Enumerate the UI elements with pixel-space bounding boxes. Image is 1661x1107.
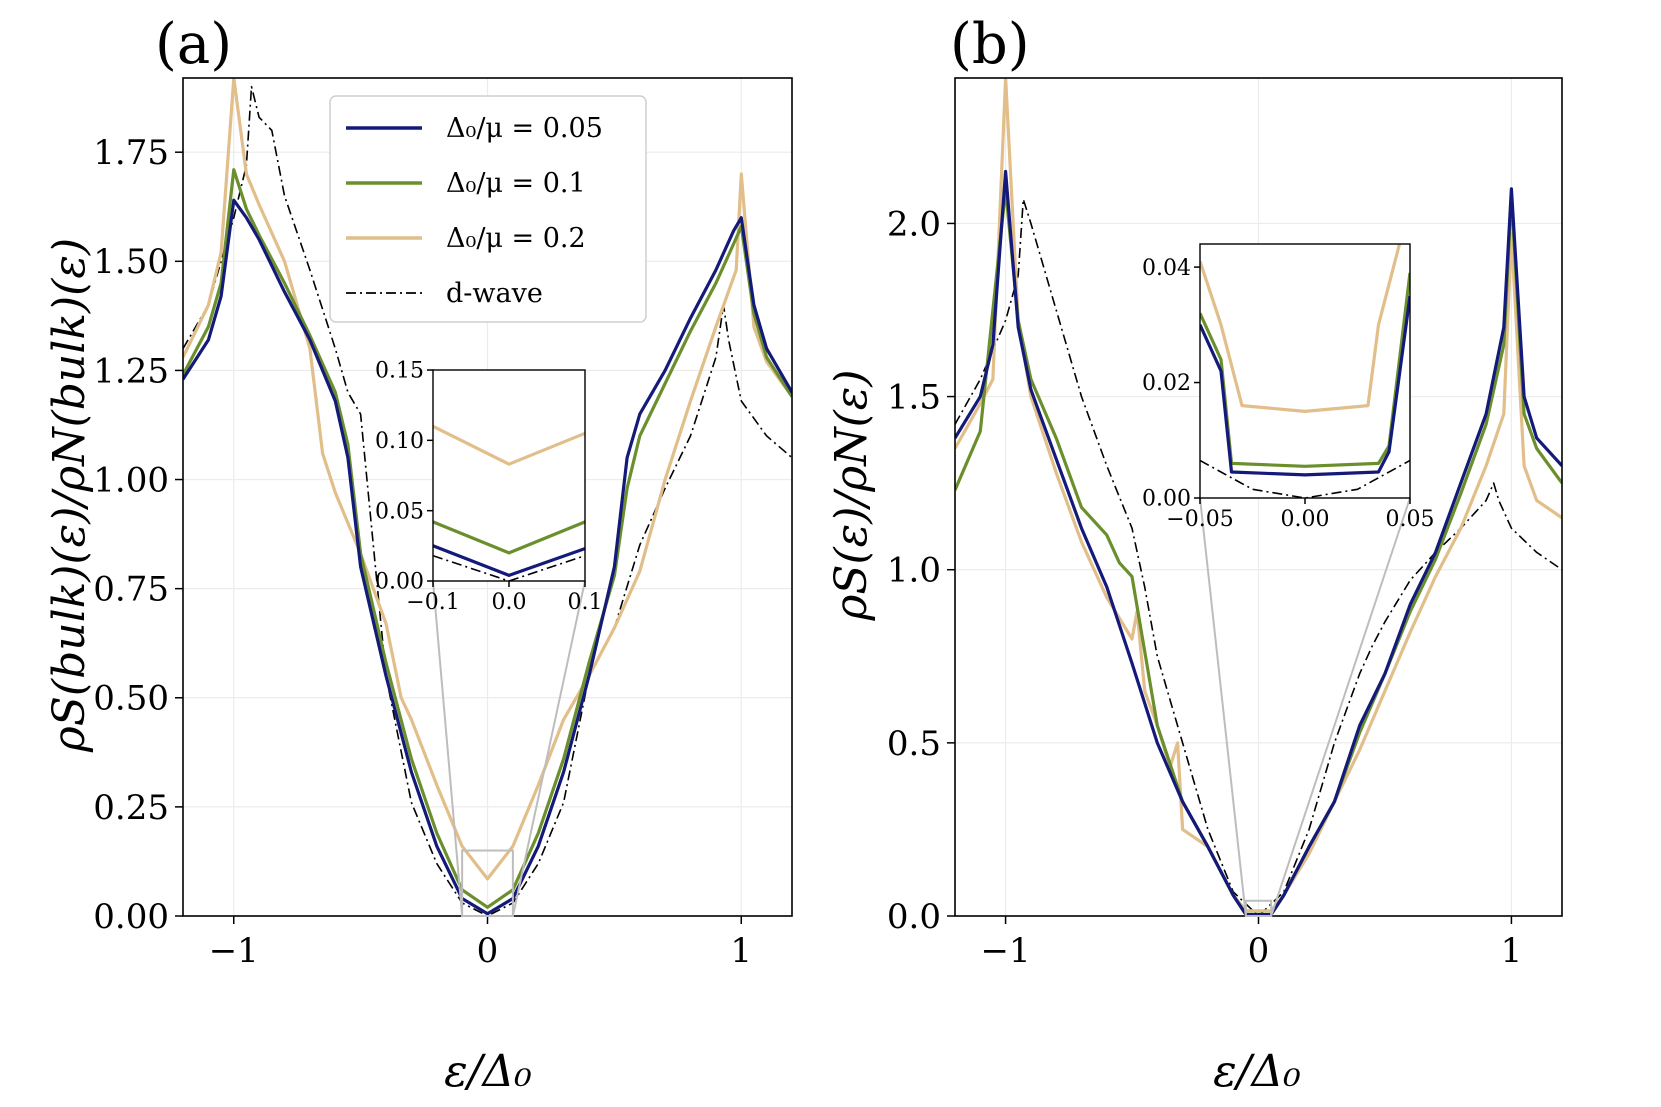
plot-a-ylabel: ρS(bulk)(ε)/ρN(bulk)(ε)	[44, 238, 95, 753]
plot-a-inset: −0.1 0.0 0.1 0.00 0.05 0.10 0.15	[375, 359, 602, 615]
plot-b-xtick-label: 0	[1248, 931, 1270, 971]
panel-b: (b) −1 0 10.00.51.01.52.0−0.05 0.00 0.050.00…	[826, 12, 1563, 1097]
plot-b-inset-xtick-label: 0.05	[1386, 507, 1435, 532]
legend-box	[329, 95, 647, 323]
plot-a-inset-xtick-label: 0.1	[568, 590, 603, 615]
plot-b-ytick-label: 2.0	[887, 204, 941, 244]
plot-a-xtick-label: −1	[209, 931, 259, 971]
plot-a-inset-xtick-label: 0.0	[492, 590, 527, 615]
plot-b-inset-ytick-label: 0.04	[1142, 256, 1191, 281]
panel-a-label: (a)	[155, 12, 232, 77]
legend-label-2: Δ₀/μ = 0.2	[446, 223, 586, 254]
plot-a-series-dmu005-line	[183, 198, 792, 916]
legend-label-3: d-wave	[446, 278, 543, 309]
plot-a-ytick-label: 0.00	[93, 897, 169, 937]
plot-a-xlabel: ε/Δ₀	[444, 1046, 532, 1097]
plot-b-series-dmu005-line	[955, 169, 1562, 916]
plot-a-inset-ytick-label: 0.10	[375, 429, 424, 454]
plot-a-inset-series-dmu01-line	[433, 520, 585, 555]
plot-b-ylabel: ρS(ε)/ρN(ε)	[826, 369, 877, 621]
plot-b-inset-frame	[1199, 243, 1411, 499]
plot-b-series-dwave-line	[955, 198, 1562, 916]
plot-b-ytick-label: 0.0	[887, 897, 941, 937]
plot-b-xlabel: ε/Δ₀	[1213, 1046, 1301, 1097]
plot-b-inset-ytick-label: 0.00	[1142, 487, 1191, 512]
plot-a-ytick-label: 0.75	[93, 570, 169, 610]
plot-a-ytick-label: 1.75	[93, 133, 169, 173]
plot-b-inset: −0.05 0.00 0.050.000.020.04	[1142, 243, 1435, 532]
plot-a-series-dmu01-line	[183, 168, 792, 909]
plot-b-inset-series-dmu02-line	[1200, 244, 1402, 413]
plot-b-ytick-label: 1.5	[887, 377, 941, 417]
plot-a-ytick-label: 1.25	[93, 351, 169, 391]
plot-b-inset-xtick-label: −0.05	[1166, 507, 1233, 532]
plot-a-xtick-label: 0	[477, 931, 499, 971]
plot-a-inset-series-dmu005-line	[433, 544, 585, 577]
plot-a-ytick-label: 0.25	[93, 788, 169, 828]
plot-b-xtick-label: −1	[981, 931, 1031, 971]
plot-b-zoom-connector	[1199, 497, 1247, 917]
panel-b-label: (b)	[950, 12, 1030, 77]
plot-a-series-dmu02-line	[183, 78, 792, 881]
plot-b-ytick-label: 1.0	[887, 551, 941, 591]
legend-label-0: Δ₀/μ = 0.05	[446, 113, 603, 144]
plot-b-inset-ytick-label: 0.02	[1142, 371, 1191, 396]
plot-b-inset-series-dwave-line	[1200, 459, 1410, 498]
plot-a-inset-ytick-label: 0.05	[375, 499, 424, 524]
plot-a-inset-frame	[432, 369, 586, 582]
plot-a-ytick-label: 0.50	[93, 679, 169, 719]
plot-a-zoom-box	[461, 849, 514, 917]
plot-b-zoom-connector	[1270, 497, 1411, 917]
plot-b-inset-series-dmu005-line	[1200, 295, 1410, 477]
plot-b-xtick-label: 1	[1501, 931, 1523, 971]
plot-b-area: −1 0 10.00.51.01.52.0−0.05 0.00 0.050.000.02…	[887, 77, 1563, 971]
plot-a-inset-xtick-label: −0.1	[406, 590, 459, 615]
plot-b-inset-background	[1200, 244, 1410, 498]
plot-a-inset-ytick-label: 0.00	[375, 570, 424, 595]
plot-b-ytick-label: 0.5	[887, 724, 941, 764]
plot-a-zoom-connector	[432, 580, 464, 917]
plot-b-inset-xtick-label: 0.00	[1281, 507, 1330, 532]
plot-a-ytick-label: 1.00	[93, 460, 169, 500]
plot-a-zoom-connector	[511, 580, 586, 917]
plot-a-inset-ytick-label: 0.15	[375, 359, 424, 384]
plot-a-xtick-label: 1	[730, 931, 752, 971]
plot-a-ytick-label: 1.50	[93, 242, 169, 282]
plot-a-inset-background	[433, 370, 585, 581]
plot-a-inset-series-dmu02-line	[433, 424, 585, 466]
legend: Δ₀/μ = 0.05 Δ₀/μ = 0.1 Δ₀/μ = 0.2 d-wave	[329, 95, 647, 323]
legend-label-1: Δ₀/μ = 0.1	[446, 168, 586, 199]
plot-a-inset-series-dwave-line	[433, 554, 585, 581]
